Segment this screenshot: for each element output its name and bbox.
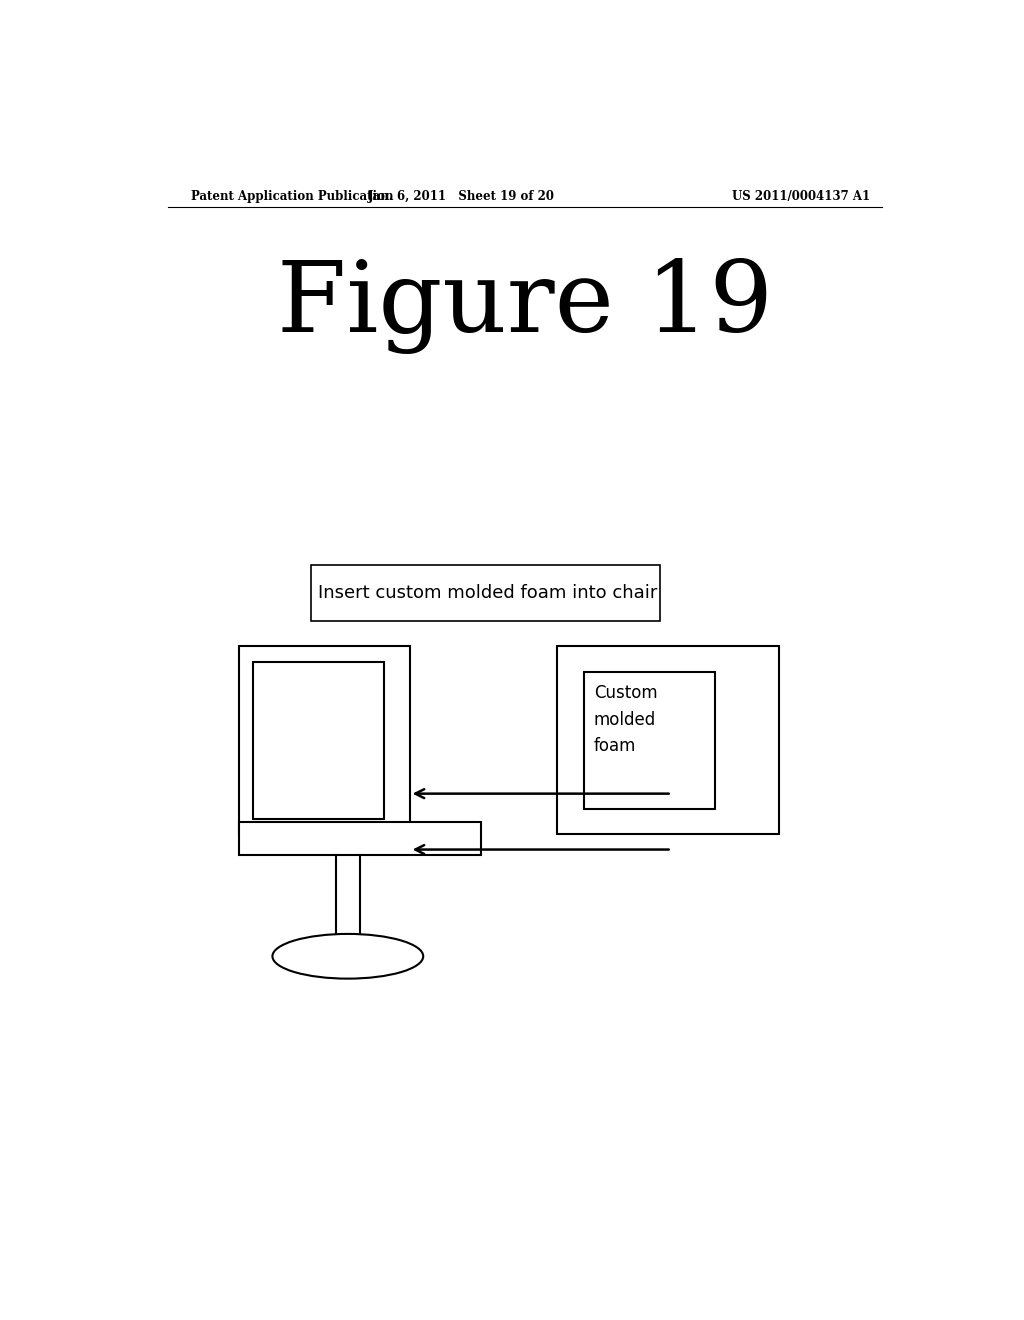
Bar bbox=[557, 647, 779, 834]
Ellipse shape bbox=[272, 935, 423, 978]
Text: Insert custom molded foam into chair: Insert custom molded foam into chair bbox=[318, 583, 657, 602]
Bar bbox=[310, 565, 659, 620]
Bar bbox=[253, 661, 384, 818]
Text: Jan. 6, 2011   Sheet 19 of 20: Jan. 6, 2011 Sheet 19 of 20 bbox=[368, 190, 555, 202]
Text: Patent Application Publication: Patent Application Publication bbox=[191, 190, 394, 202]
Text: Custom
molded
foam: Custom molded foam bbox=[594, 684, 657, 755]
Bar bbox=[240, 647, 410, 834]
Bar bbox=[585, 672, 715, 809]
Text: Figure 19: Figure 19 bbox=[276, 257, 773, 354]
Text: US 2011/0004137 A1: US 2011/0004137 A1 bbox=[732, 190, 870, 202]
Bar bbox=[240, 822, 481, 854]
